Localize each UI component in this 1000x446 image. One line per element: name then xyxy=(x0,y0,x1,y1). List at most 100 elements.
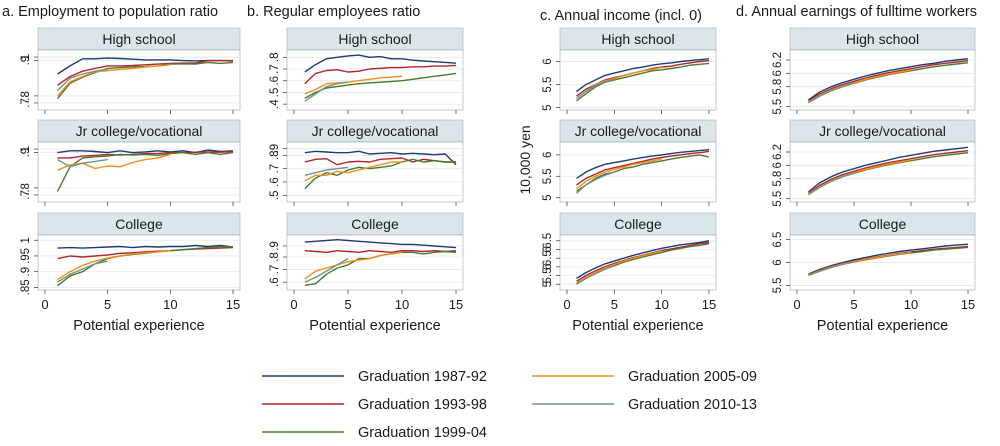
panel-strip-label: High school xyxy=(601,31,674,47)
panel-strip-label: High school xyxy=(338,31,411,47)
chart-title: d. Annual earnings of fulltime workers xyxy=(736,4,977,20)
y-tick-label: 6 xyxy=(542,246,554,252)
panel-1: Jr college/vocational .7.8 .91 xyxy=(20,119,241,206)
series-line xyxy=(807,150,969,194)
panel-strip-label: High school xyxy=(846,31,919,47)
y-tick-label: 6 xyxy=(772,259,784,265)
y-tick-label: 5 xyxy=(542,281,554,287)
series-line xyxy=(576,58,710,93)
y-tick-label: .9 xyxy=(269,241,281,251)
series-line xyxy=(808,243,969,275)
legend-item: Graduation 1999-04 xyxy=(262,425,487,441)
legend-label: Graduation 2010-13 xyxy=(628,397,757,413)
y-tick-label: .95 xyxy=(20,248,32,264)
x-tick-label: 10 xyxy=(163,297,177,312)
chart-0: a. Employment to population ratio High sc… xyxy=(2,4,241,334)
series-line xyxy=(57,153,171,171)
series-line xyxy=(808,82,855,104)
series-line xyxy=(304,81,349,102)
y-tick-label: .9 xyxy=(20,148,32,158)
series-line xyxy=(57,244,234,249)
legend-item: Graduation 2010-13 xyxy=(532,397,757,413)
x-axis-label: Potential experience xyxy=(73,318,204,334)
legend-label: Graduation 1999-04 xyxy=(358,425,487,441)
x-tick-label: 15 xyxy=(449,297,463,312)
panel-1: Jr college/vocational 5 5.5 6 xyxy=(542,119,717,206)
chart-title: c. Annual income (incl. 0) xyxy=(540,8,702,24)
y-tick-label: 6 xyxy=(542,58,554,64)
series-line xyxy=(304,238,457,249)
series-line xyxy=(576,154,710,192)
y-tick-label: .5 xyxy=(269,191,281,201)
y-tick-label: 5.5 xyxy=(772,99,784,115)
chart-3: d. Annual earnings of fulltime workers Hi… xyxy=(736,4,977,334)
chart-1: b. Regular employees ratio High school .4.… xyxy=(247,4,464,334)
series-line xyxy=(807,58,969,101)
series-line xyxy=(304,75,403,95)
x-tick-label: 0 xyxy=(41,297,48,312)
y-tick-label: 6.5 xyxy=(772,232,784,248)
series-line xyxy=(576,150,710,186)
panel-strip-label: Jr college/vocational xyxy=(312,123,439,139)
series-line xyxy=(304,72,457,99)
x-axis-label: Potential experience xyxy=(309,318,440,334)
chart-title: a. Employment to population ratio xyxy=(2,4,218,20)
panel-strip-label: Jr college/vocational xyxy=(819,123,946,139)
y-tick-label: .8 xyxy=(269,151,281,161)
panel-strip-label: College xyxy=(351,216,399,232)
panel-strip-label: College xyxy=(614,216,662,232)
x-axis-label: Potential experience xyxy=(572,318,703,334)
series-line xyxy=(304,166,349,176)
chart-title: b. Regular employees ratio xyxy=(247,4,420,20)
legend: Graduation 1987-92 Graduation 2005-09 Grad… xyxy=(262,369,757,441)
y-tick-label: .8 xyxy=(269,53,281,63)
y-tick-label: .8 xyxy=(20,183,32,193)
y-tick-label: 5.8 xyxy=(772,79,784,95)
series-line xyxy=(807,146,969,193)
y-tick-label: 6 xyxy=(772,70,784,76)
y-tick-label: .6 xyxy=(269,277,281,287)
series-line xyxy=(808,60,969,102)
panel-strip-label: College xyxy=(859,216,907,232)
y-tick-label: .9 xyxy=(20,56,32,66)
series-line xyxy=(57,59,234,86)
series-line xyxy=(576,240,710,279)
panel-2: College .6 .7 .8.9 xyxy=(269,212,464,294)
y-tick-label: .7 xyxy=(20,98,32,108)
y-tick-label: .6 xyxy=(269,76,281,86)
x-axis-label: Potential experience xyxy=(817,318,948,334)
panel-2: College .85 .9 .95 1 xyxy=(20,212,241,295)
y-tick-label: .9 xyxy=(20,267,32,277)
series-line xyxy=(57,68,108,92)
series-line xyxy=(304,251,403,280)
x-tick-label: 10 xyxy=(904,297,918,312)
y-tick-label: 1 xyxy=(20,146,32,152)
series-line xyxy=(304,161,402,182)
y-tick-label: 5.5 xyxy=(772,191,784,207)
panel-0: High school 5 5.5 6 xyxy=(542,27,717,114)
y-tick-label: 5.5 xyxy=(542,268,554,284)
y-tick-label: 5.5 xyxy=(542,77,554,93)
plot-frame xyxy=(286,234,464,291)
panel-strip-label: Jr college/vocational xyxy=(575,123,702,139)
series-line xyxy=(576,265,615,285)
x-tick-label: 15 xyxy=(226,297,240,312)
plot-frame xyxy=(789,49,976,111)
y-tick-label: 5.5 xyxy=(772,277,784,293)
x-tick-label: 5 xyxy=(850,297,857,312)
series-line xyxy=(56,64,171,97)
series-line xyxy=(808,261,855,276)
y-tick-label: .85 xyxy=(20,279,32,295)
panel-2: College 5.5 6 6.5 xyxy=(772,212,976,294)
legend-label: Graduation 1987-92 xyxy=(358,369,487,385)
series-line xyxy=(57,250,171,281)
x-tick-label: 15 xyxy=(702,297,716,312)
x-tick-label: 15 xyxy=(961,297,975,312)
y-tick-label: .8 xyxy=(20,91,32,101)
series-line xyxy=(576,149,710,179)
y-tick-label: 6.5 xyxy=(542,233,554,249)
y-tick-label: .8 xyxy=(269,252,281,262)
x-tick-label: 0 xyxy=(793,297,800,312)
legend-label: Graduation 1993-98 xyxy=(358,397,487,413)
